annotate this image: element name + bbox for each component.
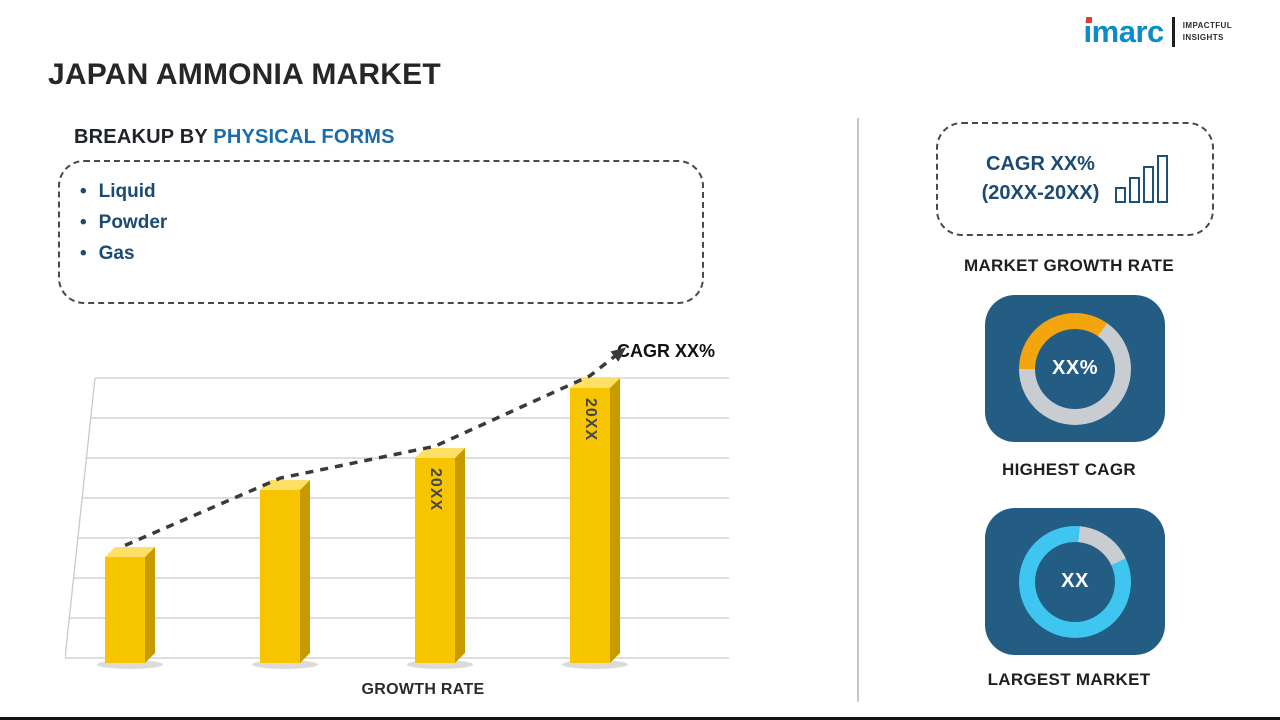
highest-cagr-card: XX% [985, 295, 1165, 442]
bottom-rule [0, 717, 1280, 720]
highest-cagr-value: XX% [1052, 357, 1098, 379]
logo-separator [1171, 16, 1175, 47]
largest-market-card: XX [985, 508, 1165, 655]
bar [105, 557, 145, 663]
bar-shadow [97, 660, 163, 669]
bar: 20XX [415, 458, 455, 663]
growth-rate-box: CAGR XX% (20XX-20XX) [936, 122, 1214, 236]
bar-shadow [407, 660, 473, 669]
list-item: Liquid [80, 176, 702, 207]
growth-rate-box-line1: CAGR XX% [986, 153, 1095, 175]
highest-cagr-donut: XX% [1019, 312, 1131, 425]
section-heading-prefix: BREAKUP BY [74, 126, 214, 148]
breakup-list: Liquid Powder Gas [60, 162, 702, 269]
largest-market-value: XX [1061, 570, 1089, 592]
cagr-trend-label: CAGR XX% [617, 341, 716, 361]
donut-hole [1035, 541, 1115, 622]
growth-rate-box-line2: (20XX-20XX) [981, 182, 1100, 204]
bar [260, 490, 300, 663]
bar-shadow [252, 660, 318, 669]
growth-bar-chart: 20XX 20XX [65, 338, 731, 673]
highest-cagr-label: HIGHEST CAGR [1002, 460, 1136, 479]
section-heading: BREAKUP BY PHYSICAL FORMS [74, 126, 395, 149]
page-title: JAPAN AMMONIA MARKET [48, 58, 441, 91]
largest-market-donut: XX [1019, 525, 1131, 638]
list-item: Gas [80, 238, 702, 269]
imarc-logo-wordmark: imarc [1083, 14, 1165, 49]
list-item: Powder [80, 207, 702, 238]
chart-x-axis-label: GROWTH RATE [361, 681, 485, 698]
bar: 20XX [570, 388, 610, 663]
donut-hole [1035, 328, 1115, 409]
vertical-divider [857, 118, 859, 702]
chart-bars: 20XX 20XX [65, 338, 731, 673]
logo-tagline-line2: INSIGHTS [1182, 32, 1224, 42]
bar-chart-icon [1115, 155, 1169, 203]
bar-shadow [562, 660, 628, 669]
bar-label: 20XX [427, 468, 444, 512]
logo-tagline: IMPACTFUL INSIGHTS [1183, 20, 1232, 43]
growth-rate-box-text: CAGR XX% (20XX-20XX) [982, 150, 1100, 208]
market-growth-rate-label: MARKET GROWTH RATE [963, 256, 1174, 275]
largest-market-label: LARGEST MARKET [987, 670, 1151, 689]
section-heading-highlight: PHYSICAL FORMS [213, 126, 395, 148]
imarc-logo: imarc IMPACTFUL INSIGHTS [1084, 16, 1232, 47]
logo-tagline-line1: IMPACTFUL [1182, 20, 1232, 30]
bar-label: 20XX [582, 398, 599, 442]
breakup-box: Liquid Powder Gas [58, 160, 704, 304]
